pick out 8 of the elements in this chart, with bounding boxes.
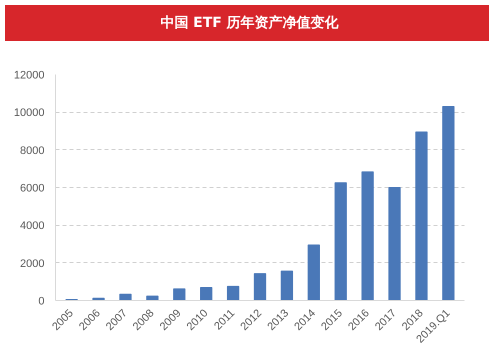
- y-tick-label: 12000: [14, 70, 45, 82]
- y-tick-label: 0: [38, 296, 45, 308]
- y-tick-label: 8000: [20, 144, 45, 157]
- chart-title: 中国 ETF 历年资产净值变化: [160, 14, 339, 33]
- y-tick-label: 10000: [14, 107, 45, 120]
- y-tick-label: 4000: [20, 220, 45, 232]
- y-tick-label: 2000: [20, 258, 45, 270]
- y-tick-label: 6000: [20, 182, 45, 194]
